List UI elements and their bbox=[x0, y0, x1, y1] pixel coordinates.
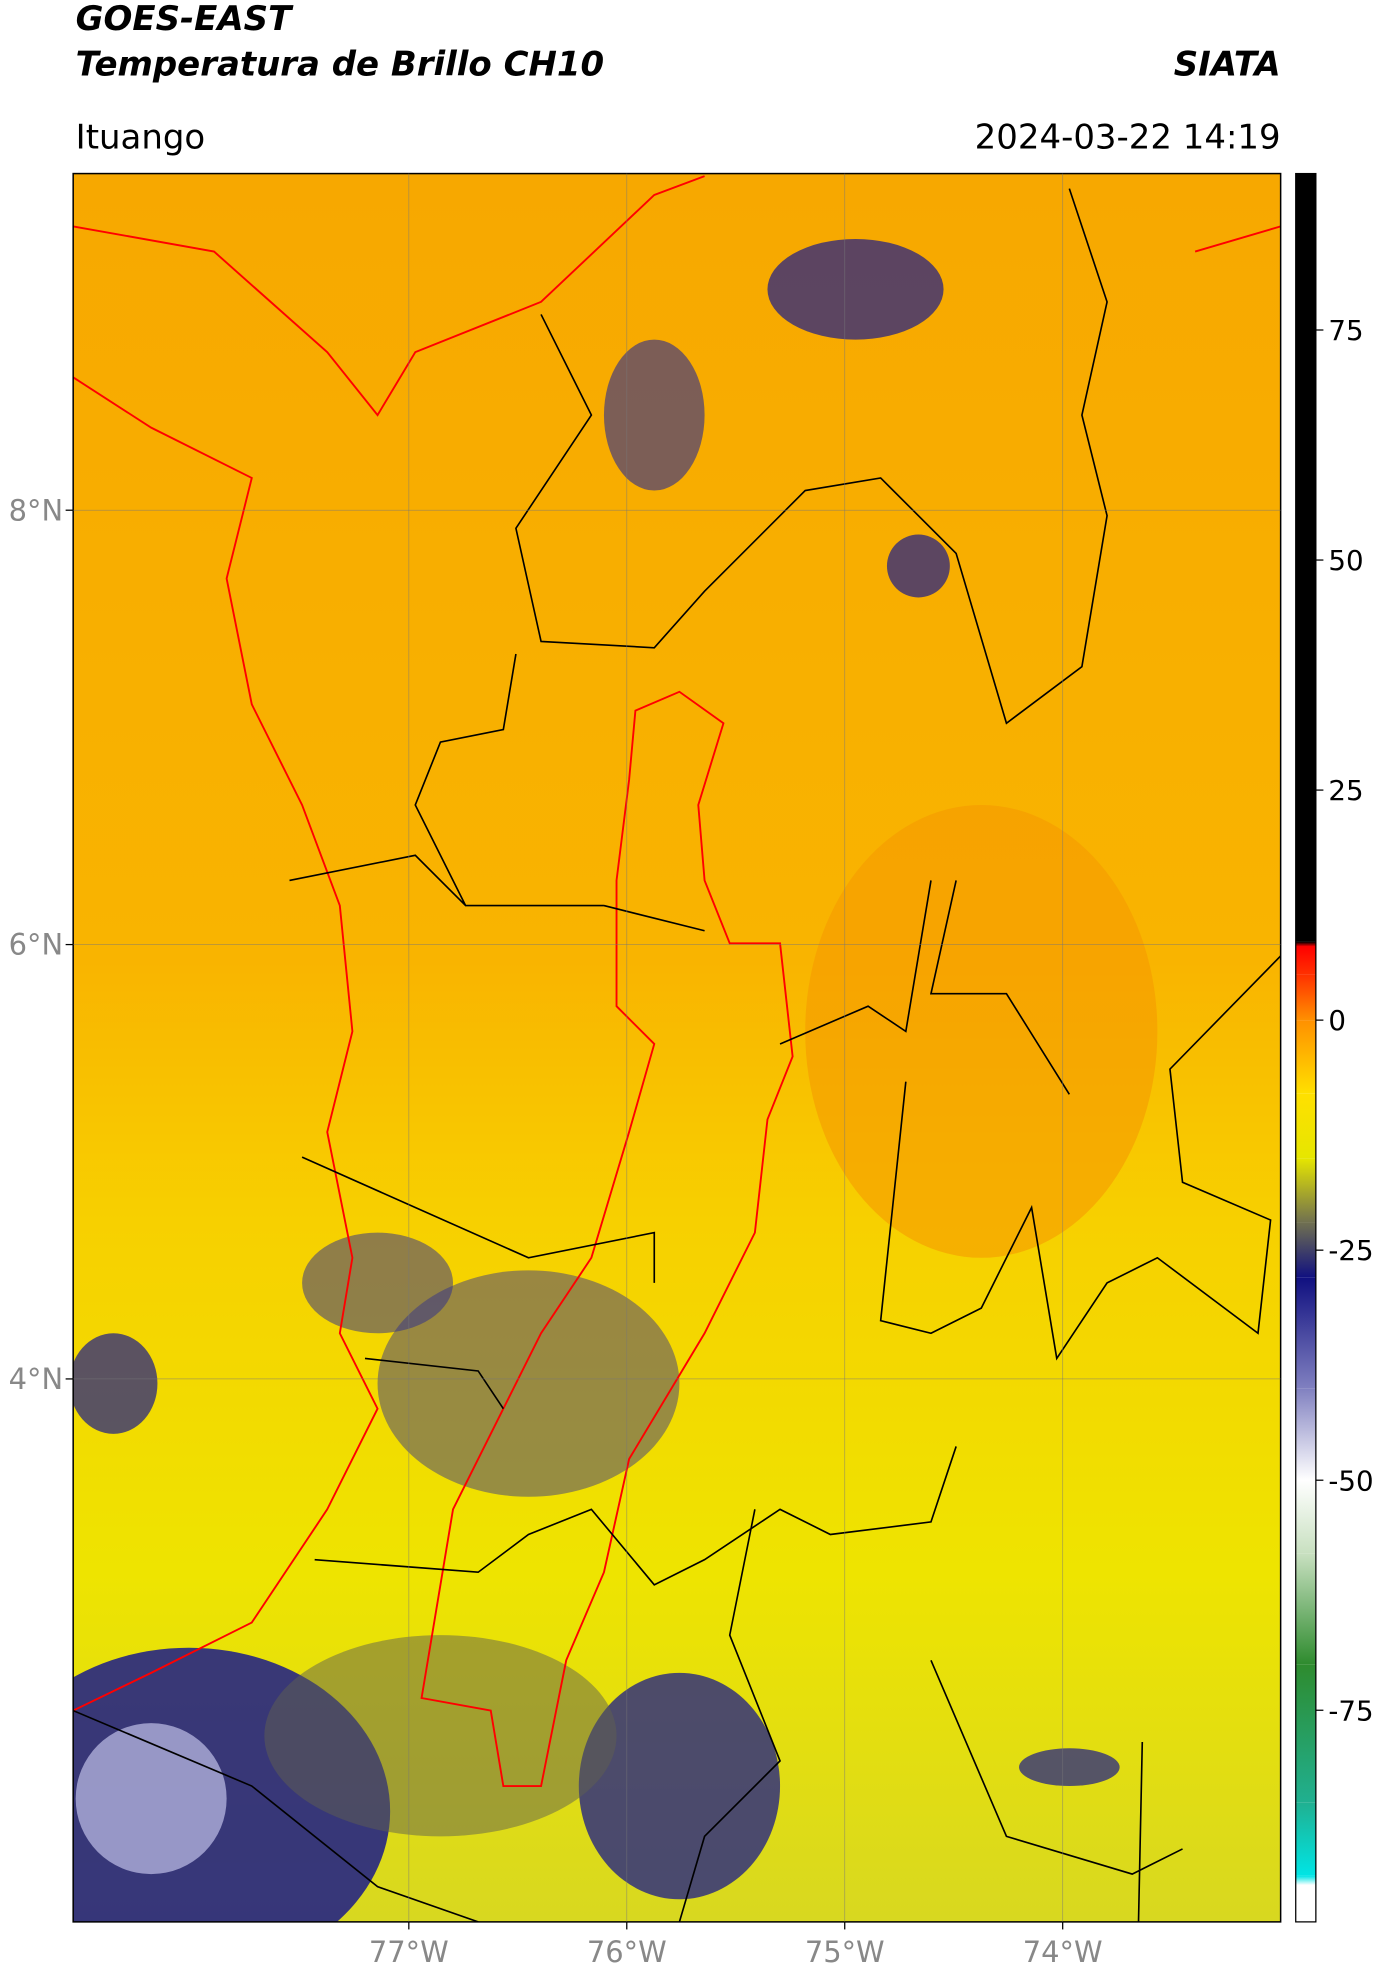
colorbar-segment bbox=[1295, 1885, 1316, 1922]
colorbar-tick-label: -75 bbox=[1328, 1694, 1373, 1727]
colorbar-tick-label: 25 bbox=[1328, 774, 1363, 807]
admin-boundary bbox=[73, 188, 1281, 1922]
coastline bbox=[73, 175, 705, 1712]
colorbar-segment bbox=[1295, 946, 1316, 975]
cloud bbox=[603, 339, 705, 491]
x-tick-label: 74°W bbox=[1023, 1935, 1103, 1969]
colorbar-segment bbox=[1295, 1277, 1316, 1389]
title: GOES-EAST bbox=[76, 0, 294, 39]
colorbar-segment bbox=[1295, 1158, 1316, 1223]
colorbar-tick-label: 75 bbox=[1328, 314, 1363, 347]
colorbar-segment bbox=[1295, 1020, 1316, 1094]
cold-cloud bbox=[578, 1672, 781, 1900]
cloud bbox=[73, 1333, 158, 1434]
colorbar-tick-label: 0 bbox=[1328, 1004, 1346, 1037]
colorbar-segment bbox=[1295, 1222, 1316, 1278]
x-tick-label: 76°W bbox=[587, 1935, 667, 1969]
colorbar-segment bbox=[1295, 1480, 1316, 1554]
map bbox=[73, 173, 1281, 1922]
colorbar bbox=[1295, 173, 1316, 1922]
colorbar-segment bbox=[1295, 974, 1316, 1021]
colorbar-segment bbox=[1295, 941, 1316, 947]
region: Ituango bbox=[76, 117, 206, 157]
cloud bbox=[767, 238, 944, 340]
colorbar-segment bbox=[1295, 1553, 1316, 1665]
colorbar-tick-label: -50 bbox=[1328, 1464, 1373, 1497]
colorbar-tick-label: -25 bbox=[1328, 1234, 1373, 1267]
cloud bbox=[377, 1270, 680, 1497]
y-tick-label: 6°N bbox=[9, 928, 63, 962]
map-frame bbox=[72, 172, 1282, 1923]
subtitle: Temperatura de Brillo CH10 bbox=[76, 44, 604, 84]
source: SIATA bbox=[1174, 44, 1281, 84]
colorbar-segment bbox=[1295, 1664, 1316, 1803]
x-tick-label: 77°W bbox=[369, 1935, 449, 1969]
colorbar-segment bbox=[1295, 1875, 1316, 1886]
cloud bbox=[1019, 1748, 1120, 1787]
basin-boundary bbox=[420, 225, 1281, 1787]
warm-area bbox=[805, 804, 1158, 1258]
cloud bbox=[302, 1232, 454, 1334]
colorbar-segment bbox=[1295, 173, 1316, 942]
colorbar-segment bbox=[1295, 1802, 1316, 1876]
datetime: 2024-03-22 14:19 bbox=[975, 117, 1281, 157]
colorbar-tick-label: 50 bbox=[1328, 544, 1363, 577]
cloud bbox=[886, 534, 950, 598]
y-tick-label: 4°N bbox=[9, 1362, 63, 1396]
colorbar-segment bbox=[1295, 1388, 1316, 1481]
cloud bbox=[264, 1635, 617, 1837]
colorbar-frame bbox=[1295, 172, 1317, 1923]
x-tick-label: 75°W bbox=[805, 1935, 885, 1969]
cold-cloud bbox=[75, 1723, 227, 1875]
y-tick-label: 8°N bbox=[9, 493, 63, 527]
colorbar-segment bbox=[1295, 1093, 1316, 1159]
